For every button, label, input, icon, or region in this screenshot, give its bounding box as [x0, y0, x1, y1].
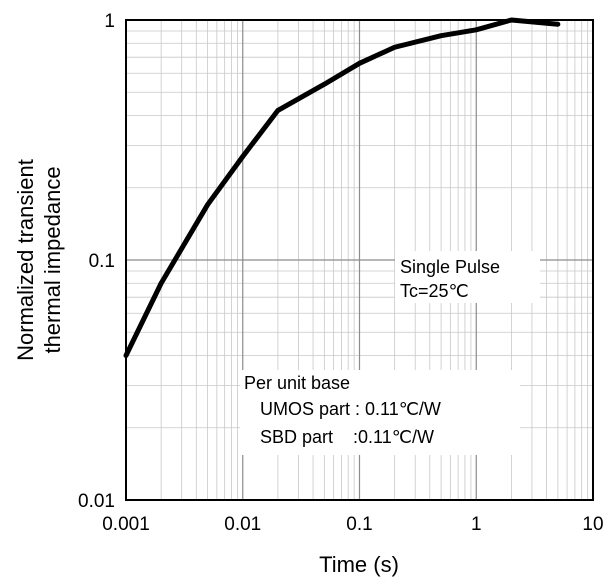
x-tick-label: 10 [582, 514, 603, 535]
base-annotation-title: Per unit base [244, 373, 350, 393]
x-axis-label: Time (s) [319, 552, 399, 577]
pulse-annotation-box [395, 251, 540, 303]
y-tick-labels: 0.01 0.1 1 [78, 11, 115, 512]
y-axis-label-line-1: Normalized transient [13, 159, 38, 361]
y-tick-label: 1 [104, 11, 115, 32]
y-axis-label-line-2: thermal impedance [40, 166, 65, 353]
pulse-annotation-line-2: Tc=25℃ [400, 281, 469, 301]
y-tick-label: 0.01 [78, 491, 115, 512]
base-annotation-box [240, 370, 520, 455]
base-annotation-line-1: UMOS part : 0.11℃/W [260, 399, 441, 419]
series-line [123, 17, 561, 359]
pulse-annotation-line-1: Single Pulse [400, 257, 500, 277]
x-tick-label: 0.001 [102, 514, 150, 535]
base-annotation-line-2: SBD part :0.11℃/W [260, 427, 434, 447]
plot-frame [125, 19, 594, 501]
x-tick-label: 0.01 [224, 514, 261, 535]
x-tick-label: 0.1 [346, 514, 372, 535]
x-tick-labels: 0.001 0.01 0.1 1 10 [102, 514, 603, 535]
y-tick-label: 0.1 [89, 251, 115, 272]
x-tick-label: 1 [471, 514, 482, 535]
